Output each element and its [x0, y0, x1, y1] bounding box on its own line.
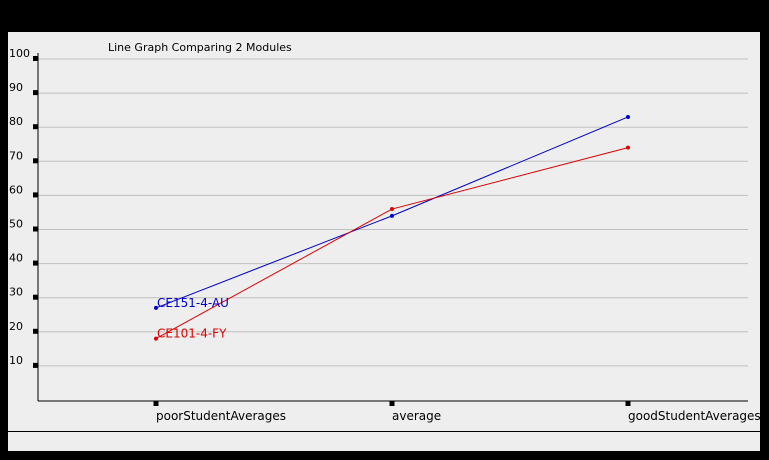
y-tick-label: 70 — [9, 149, 23, 162]
data-point — [626, 145, 630, 150]
status-bar — [8, 432, 760, 451]
tick-marks — [33, 56, 631, 406]
labels: 10 20 30 40 50 60 70 80 90 100 poorStudentAverages… — [9, 47, 760, 423]
data-point — [626, 114, 630, 119]
y-tick-mark — [33, 90, 38, 96]
y-tick-mark — [33, 226, 38, 232]
data-point — [390, 213, 394, 218]
y-tick-label: 90 — [9, 81, 23, 94]
series-label: CE101-4-FY — [157, 327, 227, 341]
series-line — [155, 147, 629, 340]
y-tick-label: 80 — [9, 115, 23, 128]
y-tick-label: 10 — [9, 354, 23, 367]
series-lines — [154, 114, 630, 341]
y-tick-mark — [33, 158, 38, 164]
x-tick-mark — [625, 401, 631, 406]
series-line — [155, 116, 629, 309]
x-tick-mark — [153, 401, 159, 406]
y-tick-mark — [33, 192, 38, 198]
chart-panel: Line Graph Comparing 2 Modules 10 20 30 40 5… — [8, 32, 760, 431]
y-tick-label: 30 — [9, 286, 23, 299]
axes — [37, 53, 748, 402]
y-tick-mark — [33, 260, 38, 266]
y-tick-label: 100 — [9, 47, 30, 60]
y-tick-mark — [33, 124, 38, 130]
data-point — [154, 336, 158, 341]
y-tick-label: 60 — [9, 183, 23, 196]
y-tick-label: 50 — [9, 218, 23, 231]
series-label: CE151-4-AU — [157, 296, 229, 310]
x-tick-label: average — [392, 409, 441, 423]
y-tick-label: 40 — [9, 252, 23, 265]
y-tick-mark — [33, 56, 38, 61]
line-chart: Line Graph Comparing 2 Modules 10 20 30 40 5… — [9, 41, 760, 423]
grid-lines — [38, 58, 748, 367]
x-tick-label: poorStudentAverages — [156, 409, 286, 423]
y-tick-label: 20 — [9, 320, 23, 333]
y-tick-mark — [33, 328, 38, 334]
y-tick-mark — [33, 294, 38, 300]
y-tick-mark — [33, 362, 38, 368]
chart-title: Line Graph Comparing 2 Modules — [108, 41, 292, 54]
data-point — [390, 207, 394, 212]
x-tick-label: goodStudentAverages — [628, 409, 760, 423]
data-point — [154, 305, 158, 310]
x-tick-mark — [389, 401, 395, 406]
